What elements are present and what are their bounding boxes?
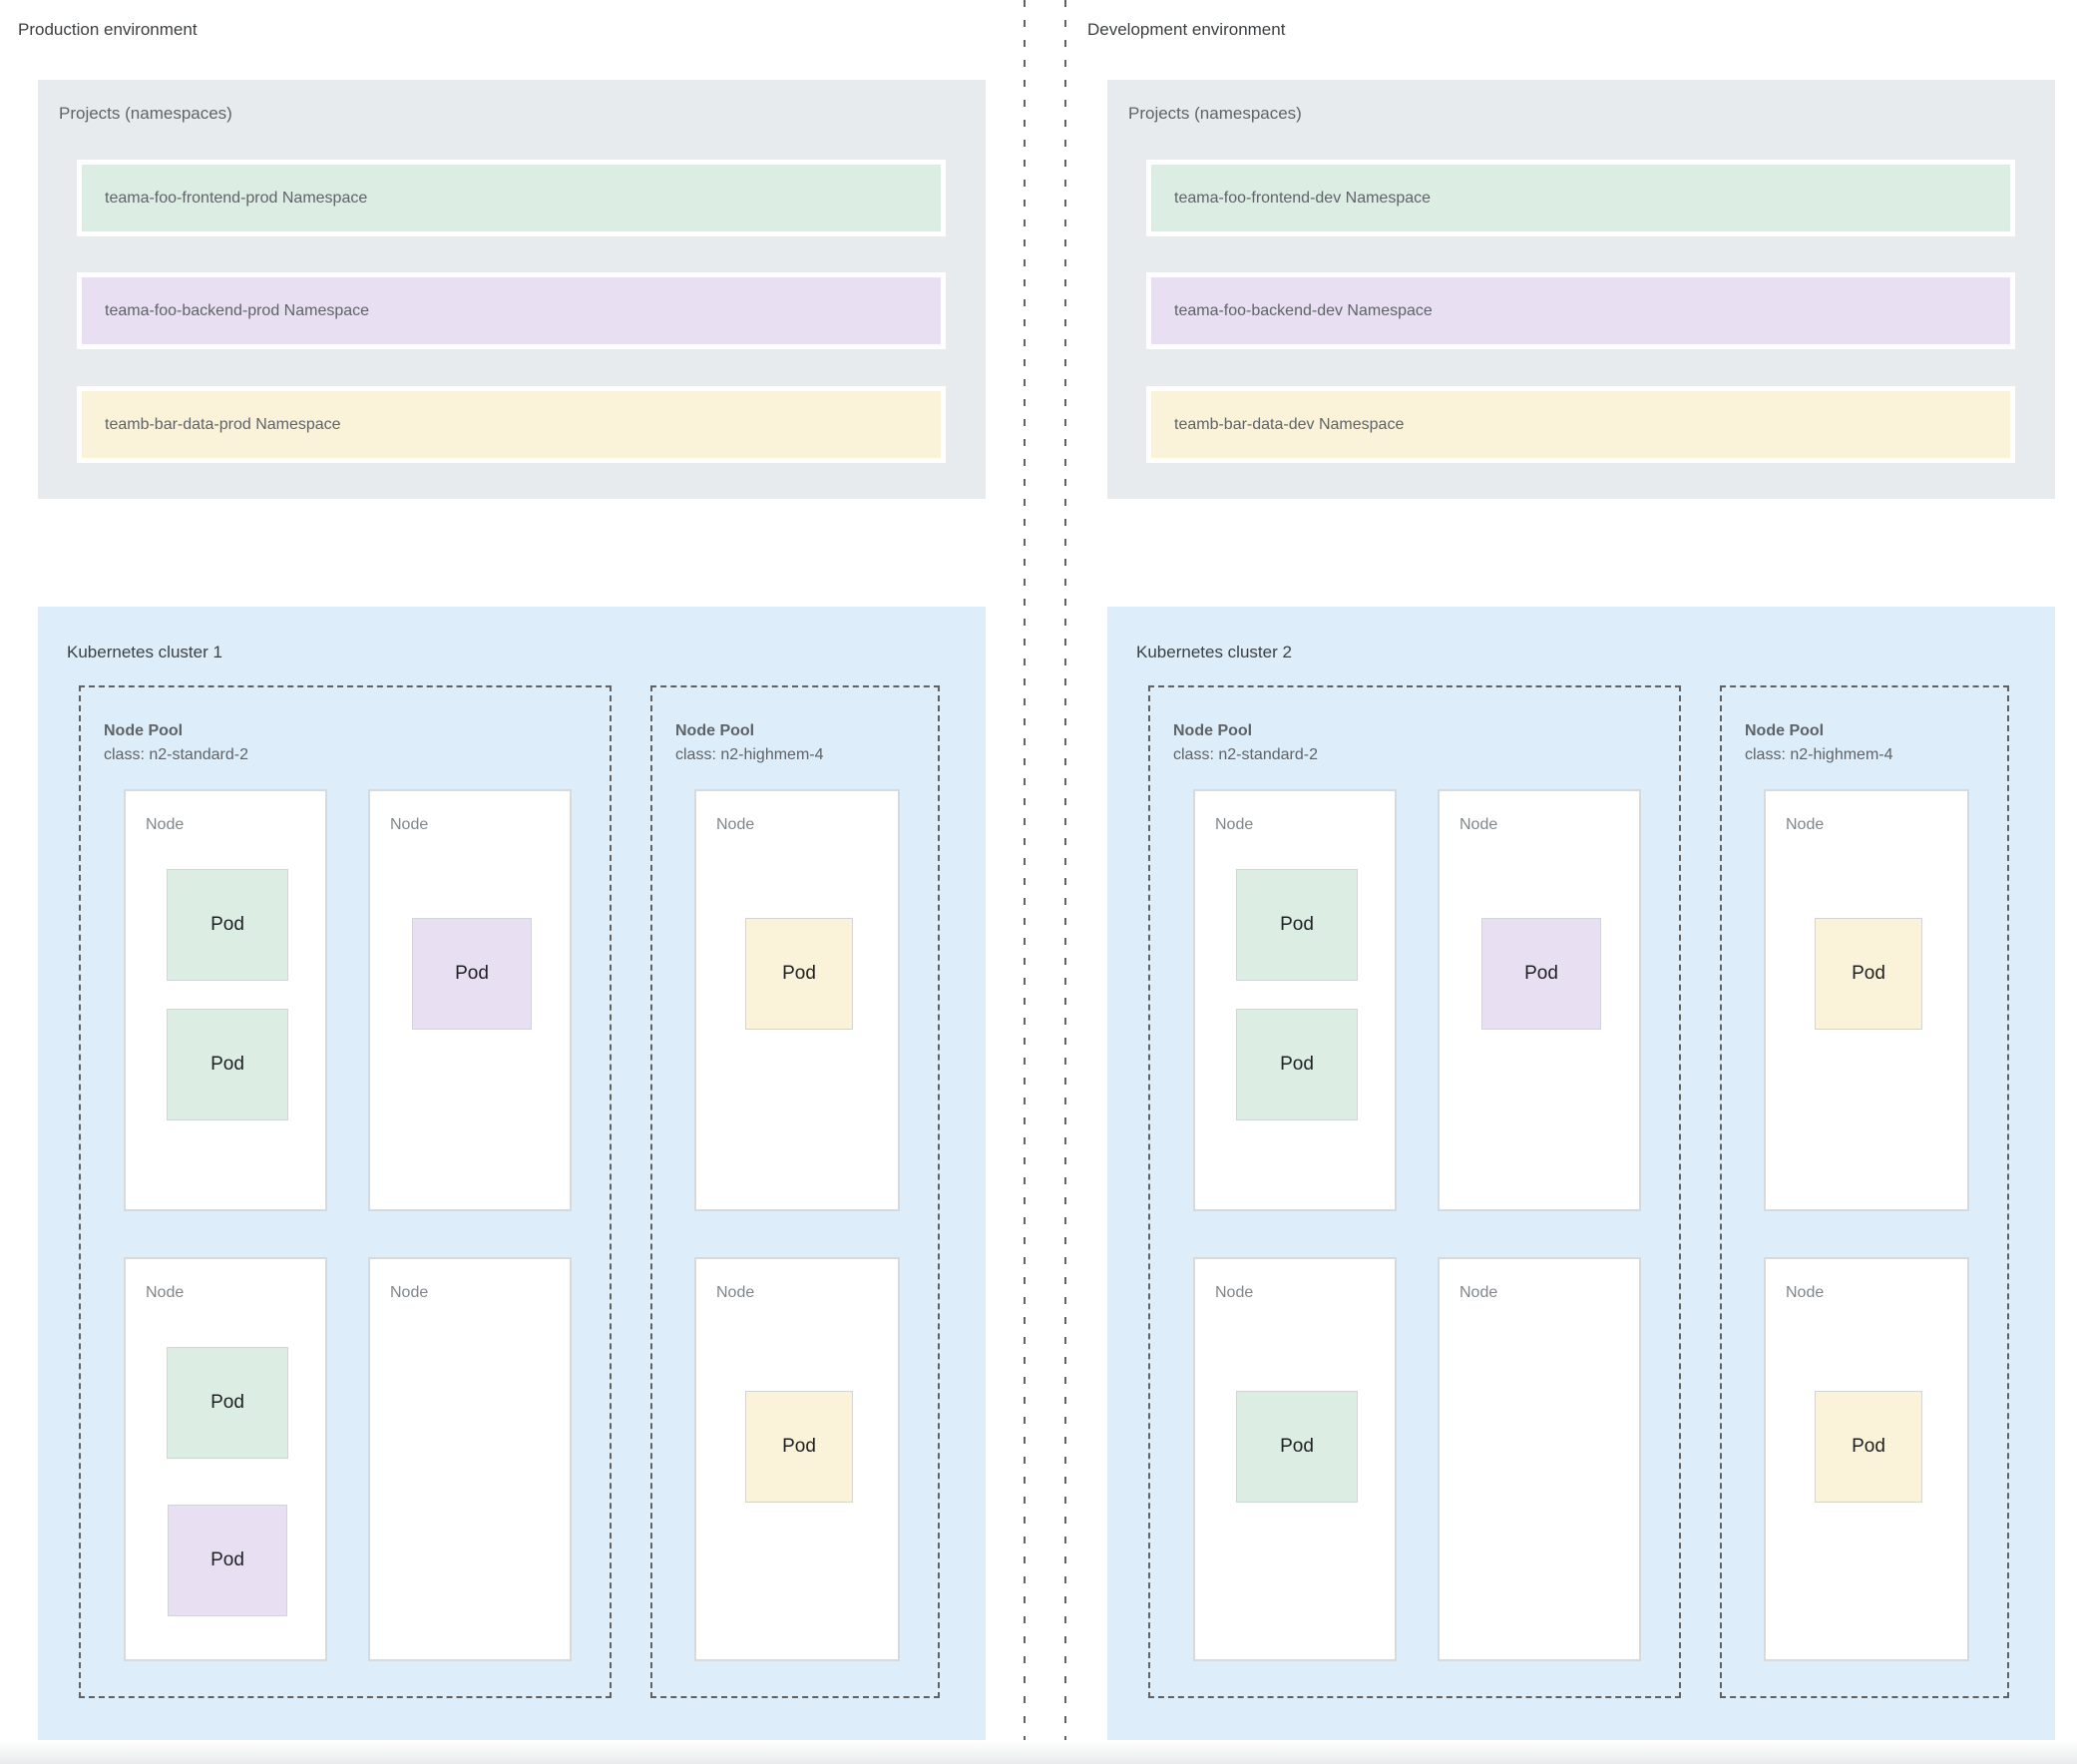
node-label: Node xyxy=(716,1284,755,1301)
namespace-bar-yellow: teamb-bar-data-prod Namespace xyxy=(77,386,946,463)
node-label: Node xyxy=(146,816,185,833)
kubernetes-cluster-panel: Kubernetes cluster 2 Node Pool class: n2… xyxy=(1107,607,2055,1740)
node-pool: Node Pool class: n2-standard-2 Node Pod P… xyxy=(1148,685,1681,1698)
node-box: Node xyxy=(1438,1257,1641,1661)
node-label: Node xyxy=(1786,816,1825,833)
namespace-label: teama-foo-backend-prod Namespace xyxy=(105,301,370,319)
environment-title: Production environment xyxy=(18,20,198,39)
projects-panel: Projects (namespaces) teama-foo-frontend… xyxy=(38,80,986,499)
namespace-label: teamb-bar-data-dev Namespace xyxy=(1174,415,1405,433)
node-pool-label: Node Pool class: n2-standard-2 xyxy=(1173,719,1318,767)
node-pool: Node Pool class: n2-highmem-4 Node Pod N… xyxy=(650,685,940,1698)
pod-box-green: Pod xyxy=(167,1347,288,1459)
pod-box-yellow: Pod xyxy=(745,918,853,1030)
environment-divider-line-left xyxy=(1024,0,1026,1764)
namespace-bar-purple: teama-foo-backend-dev Namespace xyxy=(1146,272,2015,349)
node-label: Node xyxy=(1215,1284,1254,1301)
node-box: Node Pod xyxy=(1764,789,1969,1211)
node-label: Node xyxy=(146,1284,185,1301)
namespace-bar-fill: teama-foo-backend-prod Namespace xyxy=(82,277,941,344)
node-pool-label: Node Pool class: n2-highmem-4 xyxy=(1745,719,1893,767)
pod-box-yellow: Pod xyxy=(745,1391,853,1503)
namespace-bar-fill: teama-foo-frontend-dev Namespace xyxy=(1151,165,2010,231)
bottom-gradient-strip xyxy=(0,1740,2077,1764)
pod-box-green: Pod xyxy=(1236,869,1358,981)
node-label: Node xyxy=(390,816,429,833)
node-pool-title: Node Pool xyxy=(1173,722,1253,739)
namespace-bar-fill: teama-foo-frontend-prod Namespace xyxy=(82,165,941,231)
cluster-title: Kubernetes cluster 2 xyxy=(1136,643,1292,662)
namespace-bar-fill: teama-foo-backend-dev Namespace xyxy=(1151,277,2010,344)
namespace-label: teama-foo-frontend-dev Namespace xyxy=(1174,189,1432,207)
projects-panel-title: Projects (namespaces) xyxy=(59,104,232,123)
node-label: Node xyxy=(1786,1284,1825,1301)
node-pool-title: Node Pool xyxy=(104,722,184,739)
node-label: Node xyxy=(1215,816,1254,833)
node-label: Node xyxy=(1459,816,1498,833)
environment-development: Development environment Projects (namesp… xyxy=(1069,0,2077,1764)
namespace-bar-yellow: teamb-bar-data-dev Namespace xyxy=(1146,386,2015,463)
node-pool-title: Node Pool xyxy=(675,722,755,739)
node-pool-title: Node Pool xyxy=(1745,722,1825,739)
kubernetes-cluster-panel: Kubernetes cluster 1 Node Pool class: n2… xyxy=(38,607,986,1740)
environment-divider-line-right xyxy=(1064,0,1066,1764)
pod-box-green: Pod xyxy=(1236,1009,1358,1120)
environment-title: Development environment xyxy=(1087,20,1286,39)
namespace-bar-purple: teama-foo-backend-prod Namespace xyxy=(77,272,946,349)
node-pool: Node Pool class: n2-standard-2 Node Pod P… xyxy=(79,685,612,1698)
node-box: Node Pod xyxy=(1438,789,1641,1211)
node-pool-machine-class: class: n2-highmem-4 xyxy=(1745,746,1893,763)
namespace-bar-green: teama-foo-frontend-prod Namespace xyxy=(77,160,946,236)
node-box: Node xyxy=(368,1257,572,1661)
node-box: Node Pod xyxy=(694,1257,900,1661)
pod-box-yellow: Pod xyxy=(1815,918,1922,1030)
node-box: Node Pod xyxy=(694,789,900,1211)
namespace-label: teama-foo-backend-dev Namespace xyxy=(1174,301,1433,319)
pod-box-green: Pod xyxy=(1236,1391,1358,1503)
node-pool-machine-class: class: n2-standard-2 xyxy=(1173,746,1318,763)
node-label: Node xyxy=(1459,1284,1498,1301)
pod-box-yellow: Pod xyxy=(1815,1391,1922,1503)
namespace-bar-fill: teamb-bar-data-prod Namespace xyxy=(82,391,941,458)
node-box: Node Pod xyxy=(368,789,572,1211)
pod-box-purple: Pod xyxy=(412,918,532,1030)
pod-box-purple: Pod xyxy=(168,1505,287,1616)
node-box: Node Pod xyxy=(1764,1257,1969,1661)
environment-production: Production environment Projects (namespa… xyxy=(0,0,1038,1764)
namespace-label: teama-foo-frontend-prod Namespace xyxy=(105,189,368,207)
node-label: Node xyxy=(390,1284,429,1301)
pod-box-green: Pod xyxy=(167,869,288,981)
node-box: Node Pod xyxy=(1193,1257,1397,1661)
projects-panel-title: Projects (namespaces) xyxy=(1128,104,1302,123)
node-pool-label: Node Pool class: n2-standard-2 xyxy=(104,719,248,767)
node-box: Node Pod Pod xyxy=(1193,789,1397,1211)
node-pool-machine-class: class: n2-standard-2 xyxy=(104,746,248,763)
pod-box-purple: Pod xyxy=(1481,918,1601,1030)
node-box: Node Pod Pod xyxy=(124,1257,327,1661)
node-pool: Node Pool class: n2-highmem-4 Node Pod N… xyxy=(1720,685,2009,1698)
namespace-label: teamb-bar-data-prod Namespace xyxy=(105,415,341,433)
node-pool-label: Node Pool class: n2-highmem-4 xyxy=(675,719,824,767)
pod-box-green: Pod xyxy=(167,1009,288,1120)
namespace-bar-green: teama-foo-frontend-dev Namespace xyxy=(1146,160,2015,236)
node-box: Node Pod Pod xyxy=(124,789,327,1211)
node-pool-machine-class: class: n2-highmem-4 xyxy=(675,746,824,763)
cluster-title: Kubernetes cluster 1 xyxy=(67,643,222,662)
node-label: Node xyxy=(716,816,755,833)
namespace-bar-fill: teamb-bar-data-dev Namespace xyxy=(1151,391,2010,458)
projects-panel: Projects (namespaces) teama-foo-frontend… xyxy=(1107,80,2055,499)
